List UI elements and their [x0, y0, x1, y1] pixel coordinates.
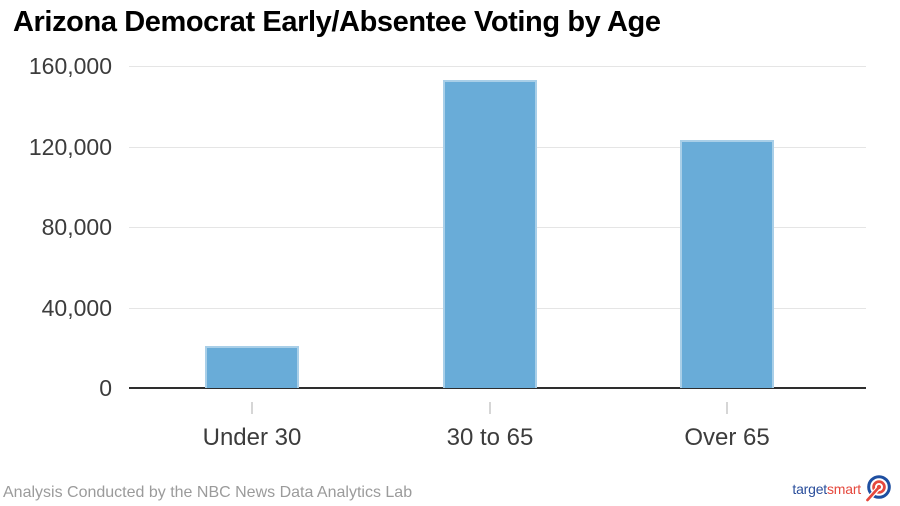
logo-wordmark: targetsmart [792, 481, 861, 497]
plot-area [129, 66, 866, 389]
y-axis-tick-label: 40,000 [41, 294, 112, 321]
x-axis-category-label: Over 65 [684, 424, 770, 451]
bar-under-30 [205, 346, 299, 388]
chart-title: Arizona Democrat Early/Absentee Voting b… [13, 6, 661, 38]
gridline [129, 66, 866, 67]
source-credit: Analysis Conducted by the NBC News Data … [3, 484, 413, 501]
y-axis-tick-label: 160,000 [28, 53, 112, 79]
logo-text-smart: smart [826, 480, 861, 497]
bar-over-65 [680, 140, 774, 388]
y-axis-tick-label: 0 [99, 375, 112, 401]
x-axis-category-label: Under 30 [202, 424, 302, 451]
y-axis-tick-label: 80,000 [41, 214, 112, 240]
targetsmart-logo: targetsmart [792, 475, 892, 502]
bullseye-target-icon [865, 475, 891, 502]
logo-text-target: target [792, 480, 827, 497]
x-axis-tick [489, 402, 491, 414]
x-axis-line [129, 387, 866, 389]
x-axis-category-label: 30 to 65 [446, 424, 534, 451]
x-axis-tick [726, 402, 728, 414]
x-axis-tick [251, 402, 253, 414]
y-axis-tick-label: 120,000 [28, 133, 112, 160]
bar-30-to-65 [443, 80, 537, 388]
